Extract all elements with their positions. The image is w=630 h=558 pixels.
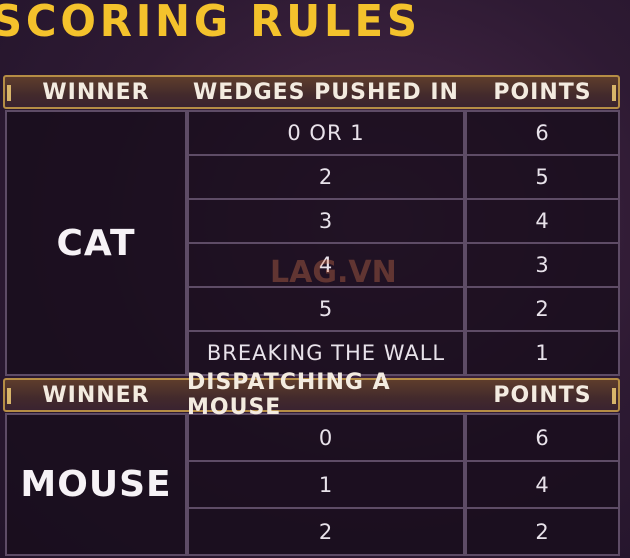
header-cell: POINTS: [493, 79, 592, 105]
condition-cell: 2: [187, 154, 465, 200]
points-cell: 4: [465, 198, 620, 244]
header-bar: [3, 378, 620, 412]
points-cell: 2: [465, 286, 620, 332]
header-cell: WINNER: [42, 382, 150, 408]
points-cell: 4: [465, 460, 620, 509]
condition-cell: 2: [187, 507, 465, 556]
condition-cell: BREAKING THE WALL: [187, 330, 465, 376]
bar-cap: [612, 85, 616, 101]
condition-cell: 1: [187, 460, 465, 509]
condition-cell: 3: [187, 198, 465, 244]
header-cell: POINTS: [493, 382, 592, 408]
winner-cell: MOUSE: [5, 413, 187, 556]
points-cell: 5: [465, 154, 620, 200]
title: SCORING RULES: [0, 0, 421, 47]
condition-cell: 4: [187, 242, 465, 288]
condition-cell: 5: [187, 286, 465, 332]
points-cell: 3: [465, 242, 620, 288]
winner-cell: CAT: [5, 110, 187, 376]
condition-cell: 0: [187, 413, 465, 462]
points-cell: 6: [465, 413, 620, 462]
bar-cap: [7, 388, 11, 404]
watermark: LAG.VN: [270, 255, 397, 290]
bar-cap: [612, 388, 616, 404]
header-cell: WINNER: [42, 79, 150, 105]
points-cell: 2: [465, 507, 620, 556]
header-bar: [3, 75, 620, 109]
header-cell: WEDGES PUSHED IN: [193, 79, 459, 105]
header-cell: DISPATCHING A MOUSE: [187, 370, 391, 420]
condition-cell: 0 OR 1: [187, 110, 465, 156]
bar-cap: [7, 85, 11, 101]
points-cell: 1: [465, 330, 620, 376]
points-cell: 6: [465, 110, 620, 156]
